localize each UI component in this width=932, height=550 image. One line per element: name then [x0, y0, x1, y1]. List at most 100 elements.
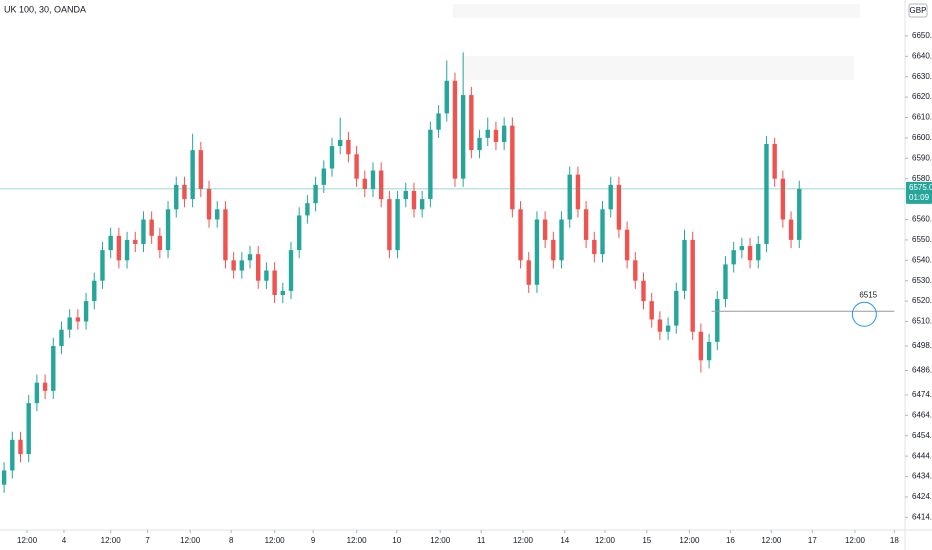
candle-body	[256, 254, 261, 281]
last-price-label: 6575.0	[909, 183, 932, 192]
candle-body	[510, 125, 515, 210]
candle-body	[477, 137, 482, 151]
candle-body	[198, 150, 204, 189]
candle-body	[788, 219, 794, 240]
candle-body	[592, 239, 597, 255]
zone-box	[453, 4, 860, 18]
candle-body	[542, 219, 548, 240]
candle-body	[247, 254, 253, 261]
x-tick-label: 10	[392, 536, 401, 545]
currency: GBP	[910, 6, 927, 15]
y-tick-label: 6474.0	[912, 390, 932, 399]
candle-body	[34, 382, 40, 404]
candle-body	[534, 219, 540, 285]
x-tick-label: 17	[808, 536, 817, 545]
x-tick-label: 8	[229, 536, 234, 545]
candle-body	[780, 178, 786, 220]
candle-body	[370, 170, 376, 189]
chart-title: UK 100, 30, OANDA	[4, 4, 86, 14]
candle-body	[272, 270, 277, 295]
candle-body	[231, 260, 236, 271]
candle-body	[674, 290, 679, 326]
candle-body	[18, 439, 23, 455]
y-tick-label: 6650.0	[912, 31, 932, 40]
y-tick-label: 6434.0	[912, 472, 932, 481]
x-tick-label: 12:00	[513, 536, 534, 545]
candle-body	[206, 188, 212, 220]
x-tick-label: 12:00	[761, 536, 782, 545]
candle-body	[378, 170, 384, 200]
candle-body	[526, 260, 531, 285]
candle-body	[706, 341, 712, 361]
candle-body	[337, 139, 343, 147]
candle-body	[174, 184, 179, 210]
y-tick-label: 6580.0	[912, 174, 932, 183]
candle-body	[141, 219, 146, 244]
y-tick-label: 6424.0	[912, 492, 932, 501]
countdown: 01:09	[909, 193, 930, 202]
candle-body	[608, 184, 613, 210]
candle-body	[157, 235, 163, 251]
y-tick-label: 6550.0	[912, 235, 932, 244]
currency-box[interactable]	[908, 3, 928, 18]
candle-body	[83, 301, 89, 322]
y-tick-label: 6520.0	[912, 296, 932, 305]
y-tick-label: 6454.0	[912, 431, 932, 440]
candle-body	[444, 80, 449, 114]
candle-body	[10, 439, 15, 471]
candle-body	[493, 129, 499, 142]
circle-marker	[851, 301, 877, 327]
candle-body	[149, 219, 154, 236]
candle-body	[559, 219, 564, 261]
candle-body	[657, 319, 663, 332]
candle-body	[682, 239, 687, 291]
candle-body	[460, 95, 466, 179]
candle-body	[182, 184, 187, 200]
y-tick-label: 6560.0	[912, 215, 932, 224]
candle-body	[362, 178, 367, 189]
candle-body	[583, 209, 589, 240]
candle-body	[624, 229, 630, 261]
candle-body	[600, 209, 605, 255]
candle-body	[665, 325, 671, 332]
candle-body	[59, 329, 64, 346]
candle-body	[797, 188, 802, 240]
candle-body	[321, 168, 326, 185]
candle-body	[419, 199, 425, 210]
candle-body	[51, 345, 56, 391]
candle-body	[116, 235, 122, 261]
candle-body	[501, 125, 507, 142]
candle-body	[133, 239, 138, 244]
candle-body	[575, 174, 581, 210]
x-tick-label: 12:00	[595, 536, 616, 545]
candle-body	[747, 246, 753, 261]
x-tick-label: 12:00	[679, 536, 700, 545]
candle-body	[436, 113, 441, 130]
candle-body	[518, 209, 523, 261]
x-tick-label: 11	[477, 536, 486, 545]
candle-body	[395, 199, 400, 251]
candle-body	[354, 154, 359, 179]
y-tick-label: 6464.0	[912, 410, 932, 419]
candle-body	[698, 331, 704, 361]
candle-body	[485, 129, 490, 138]
x-tick-label: 4	[62, 536, 67, 545]
y-tick-label: 6620.0	[912, 92, 932, 101]
candle-body	[100, 250, 105, 281]
candle-body	[239, 260, 245, 271]
candle-body	[108, 235, 113, 251]
candle-body	[649, 301, 654, 320]
y-tick-label: 6510.0	[912, 317, 932, 326]
candle-body	[756, 243, 761, 261]
candle-body	[215, 209, 220, 220]
candle-body	[42, 382, 48, 391]
candle-body	[67, 317, 72, 330]
candle-body	[411, 190, 417, 210]
y-tick-label: 6498.0	[912, 341, 932, 350]
candle-body	[305, 203, 310, 216]
candle-body	[288, 250, 294, 291]
x-tick-label: 16	[726, 536, 735, 545]
y-tick-label: 6486.0	[912, 366, 932, 375]
x-tick-label: 12:00	[430, 536, 451, 545]
